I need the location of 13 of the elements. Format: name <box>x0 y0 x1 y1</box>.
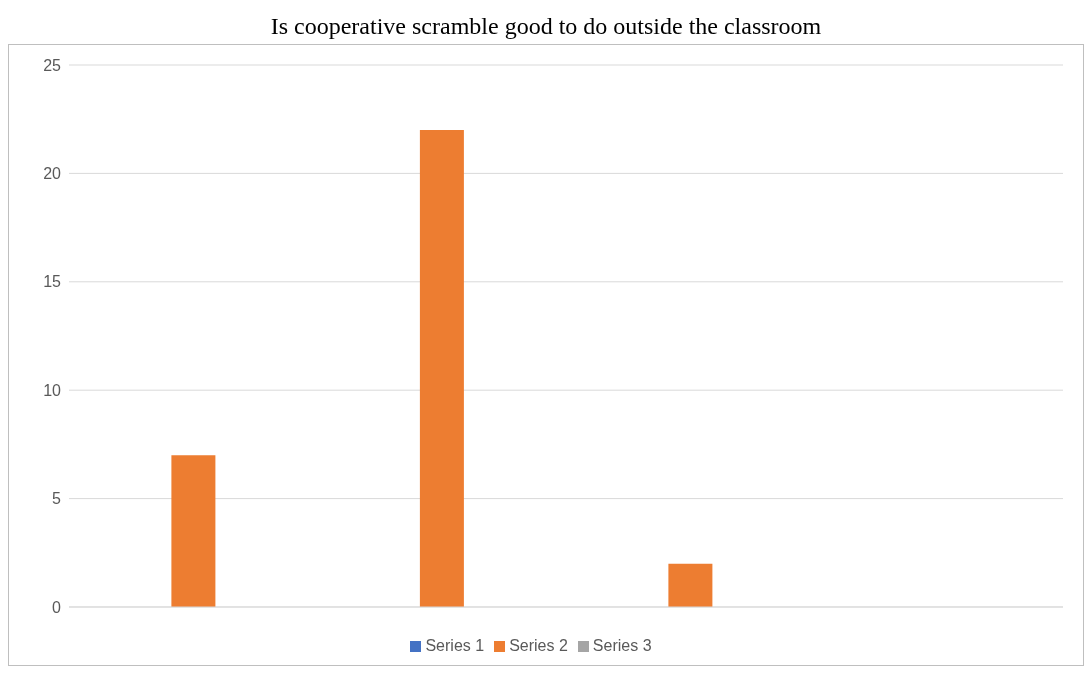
y-tick-label: 25 <box>43 56 62 74</box>
legend-label: Series 2 <box>509 637 568 654</box>
bar <box>171 455 216 607</box>
y-tick-label: 0 <box>52 598 62 616</box>
legend-label: Series 1 <box>425 637 485 654</box>
bar <box>419 130 464 607</box>
y-tick-label: 10 <box>43 381 62 399</box>
y-tick-label: 15 <box>43 273 62 291</box>
y-tick-label: 5 <box>52 490 62 508</box>
chart-title: Is cooperative scramble good to do outside the classroom <box>269 12 823 41</box>
legend-label: Series 3 <box>592 637 652 654</box>
bar <box>668 563 713 607</box>
y-tick-label: 20 <box>43 165 62 183</box>
